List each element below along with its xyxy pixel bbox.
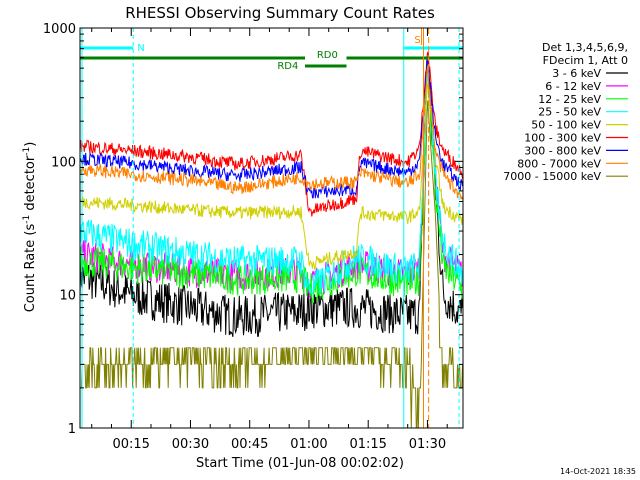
timestamp: 14-Oct-2021 18:35 — [560, 467, 636, 476]
legend-item-label: 7000 - 15000 keV — [503, 170, 601, 183]
legend-header-line-1: Det 1,3,4,5,6,9, — [542, 41, 628, 54]
flag-layer: N RD0 RD4 S — [80, 28, 463, 428]
legend-item-label: 6 - 12 keV — [545, 80, 601, 93]
legend-item-label: 3 - 6 keV — [552, 67, 601, 80]
x-tick-label: 01:15 — [349, 437, 386, 452]
x-tick-label: 00:30 — [172, 437, 209, 452]
x-tick-label: 01:30 — [409, 437, 446, 452]
rd0-flag-label: RD0 — [317, 50, 338, 61]
series-line — [79, 65, 463, 338]
y-tick-label: 1000 — [43, 22, 76, 37]
y-tick-label: 100 — [51, 155, 76, 170]
series-layer — [79, 51, 463, 429]
x-tick-label: 00:45 — [231, 437, 268, 452]
series-line — [79, 65, 463, 200]
series-line — [79, 60, 463, 199]
chart-title: RHESSI Observing Summary Count Rates — [125, 4, 435, 22]
legend-item-label: 50 - 100 keV — [531, 119, 601, 132]
saa-flag-label: S — [414, 35, 420, 46]
y-axis-label: Count Rate (s-1 detector-1) — [22, 142, 38, 313]
rd4-flag-label: RD4 — [277, 61, 298, 72]
legend-item-label: 12 - 25 keV — [538, 93, 601, 106]
plot-area: N RD0 RD4 S — [79, 28, 463, 429]
legend-header-line-2: FDecim 1, Att 0 — [543, 54, 628, 67]
legend: Det 1,3,4,5,6,9, FDecim 1, Att 0 3 - 6 k… — [503, 41, 628, 183]
y-tick-label: 1 — [68, 422, 76, 437]
plot-frame — [79, 27, 464, 429]
y-tick-label: 10 — [59, 289, 76, 304]
series-line — [79, 69, 463, 295]
series-line — [79, 51, 463, 217]
legend-item-label: 25 - 50 keV — [538, 106, 601, 119]
legend-item-label: 100 - 300 keV — [524, 132, 601, 145]
series-line — [79, 83, 463, 271]
x-axis: 00:15 00:30 00:45 01:00 01:15 01:30 — [91, 28, 448, 452]
legend-item-label: 800 - 7000 keV — [517, 157, 601, 170]
night-flag-label: N — [137, 43, 144, 54]
x-tick-label: 00:15 — [112, 437, 149, 452]
y-axis: 1 10 100 1000 — [43, 22, 463, 437]
series-line — [80, 100, 463, 429]
series-line — [79, 61, 463, 304]
legend-item-label: 300 - 800 keV — [524, 144, 601, 157]
x-axis-label: Start Time (01-Jun-08 00:02:02) — [196, 456, 404, 471]
x-tick-label: 01:00 — [290, 437, 327, 452]
